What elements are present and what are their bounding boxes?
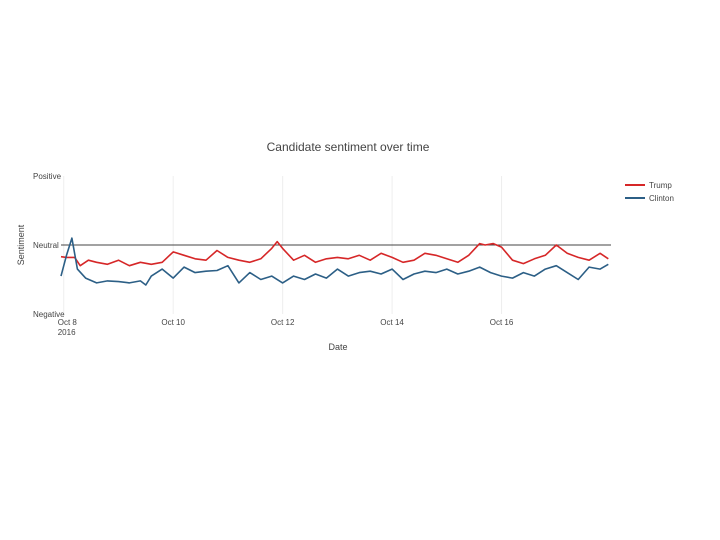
y-tick-label: Neutral <box>33 241 59 250</box>
y-tick-label: Positive <box>33 172 62 181</box>
legend-label: Clinton <box>649 194 674 203</box>
series-lines <box>60 237 609 286</box>
y-axis-title: Sentiment <box>16 224 26 265</box>
legend: Trump Clinton <box>625 181 674 203</box>
x-axis-title: Date <box>328 342 347 352</box>
x-tick-label: Oct 10 <box>161 318 185 327</box>
axis-ticks: Oct 8 2016 Oct 10 Oct 12 Oct 14 Oct 16 Positiv… <box>33 172 514 337</box>
x-tick-label: Oct 8 2016 <box>58 318 78 337</box>
legend-label: Trump <box>649 181 672 190</box>
grid-lines <box>61 176 611 314</box>
chart-title: Candidate sentiment over time <box>267 140 430 154</box>
series-line-trump <box>60 240 609 267</box>
y-tick-label: Negative <box>33 310 65 319</box>
series-line-clinton <box>60 237 609 286</box>
x-tick-label: Oct 12 <box>271 318 295 327</box>
x-tick-label: Oct 16 <box>490 318 514 327</box>
x-tick-label: Oct 14 <box>380 318 404 327</box>
